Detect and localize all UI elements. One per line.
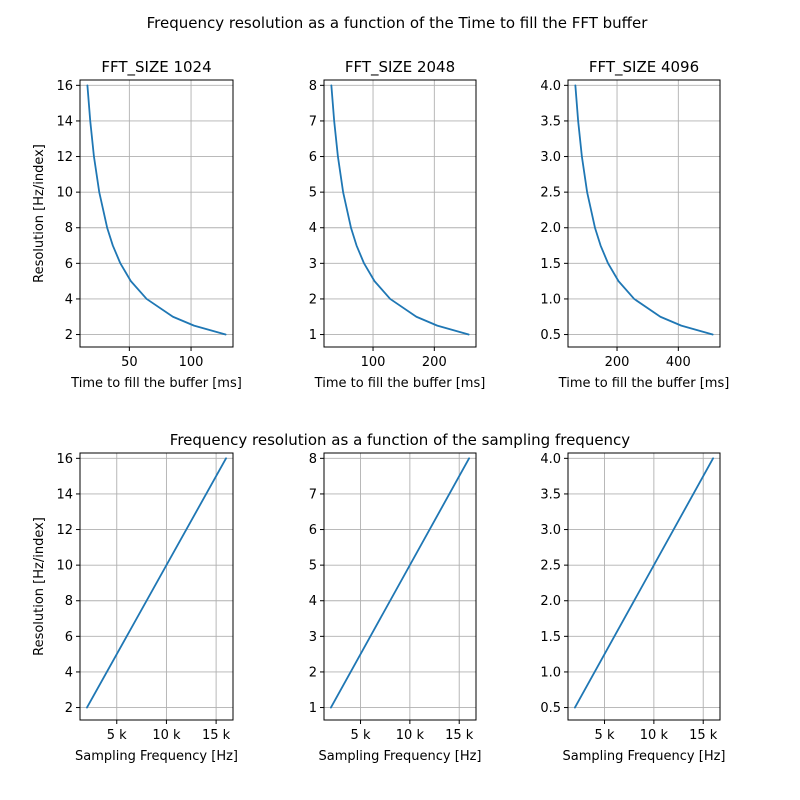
y-tick-label: 2	[309, 665, 317, 680]
y-tick-label: 2	[309, 292, 317, 307]
y-tick-label: 2.5	[540, 559, 561, 574]
bottom-suptitle: Frequency resolution as a function of th…	[170, 431, 631, 449]
y-tick-label: 8	[309, 452, 317, 467]
y-tick-label: 10	[56, 559, 73, 574]
subplot-title: FFT_SIZE 1024	[101, 58, 211, 77]
plot-frame	[567, 452, 721, 721]
y-tick-label: 4.0	[540, 79, 561, 94]
y-tick-label: 16	[56, 452, 73, 467]
y-axis-label: Resolution [Hz/index]	[32, 517, 47, 656]
plot-frame	[323, 452, 477, 721]
series-line	[330, 84, 470, 336]
y-tick-label: 6	[65, 257, 73, 272]
x-axis-label: Time to fill the buffer [ms]	[314, 376, 486, 391]
y-tick-label: 7	[309, 114, 317, 129]
x-axis-label: Time to fill the buffer [ms]	[558, 376, 730, 391]
series-line	[86, 84, 227, 336]
x-axis-label: Time to fill the buffer [ms]	[70, 376, 242, 391]
y-tick-label: 2	[65, 701, 73, 716]
y-tick-label: 3.5	[540, 114, 561, 129]
y-tick-label: 6	[309, 150, 317, 165]
y-tick-label: 16	[56, 79, 73, 94]
x-tick-label: 5 k	[595, 728, 615, 743]
subplot-3: 200 400 0.5 1.0 1.5 2.0 2.5 3.0 3.5 4.0 FFT_SIZE 4…	[540, 58, 729, 391]
y-tick-label: 2	[65, 328, 73, 343]
subplot-5: 5 k 10 k 15 k 1 2 3 4 5 6 7 8 Sampling Frequency [H…	[309, 452, 482, 764]
x-tick-label: 5 k	[107, 728, 127, 743]
top-suptitle: Frequency resolution as a function of th…	[147, 14, 649, 32]
y-tick-label: 1.5	[540, 257, 561, 272]
x-tick-label: 100	[179, 355, 204, 370]
x-tick-label: 200	[605, 355, 630, 370]
y-tick-label: 4	[65, 292, 73, 307]
y-tick-label: 1.5	[540, 630, 561, 645]
plot-frame	[323, 79, 477, 348]
y-tick-label: 12	[56, 523, 73, 538]
y-tick-label: 4	[309, 221, 317, 236]
y-tick-label: 10	[56, 186, 73, 201]
subplot-1: 50 100 2 4 6 8 10 12 14 16 FFT_SIZE 1024 Time to fi…	[32, 58, 242, 391]
y-tick-label: 0.5	[540, 701, 561, 716]
x-tick-label: 400	[666, 355, 691, 370]
x-tick-label: 5 k	[351, 728, 371, 743]
y-tick-label: 8	[65, 221, 73, 236]
series-line	[86, 457, 227, 709]
y-tick-label: 2.0	[540, 594, 561, 609]
x-axis-label: Sampling Frequency [Hz]	[75, 749, 238, 764]
y-tick-label: 8	[309, 79, 317, 94]
plot-frame	[567, 79, 721, 348]
y-tick-label: 3.0	[540, 523, 561, 538]
x-axis-label: Sampling Frequency [Hz]	[318, 749, 481, 764]
plot-frame	[79, 79, 234, 348]
y-tick-label: 2.0	[540, 221, 561, 236]
x-axis-label: Sampling Frequency [Hz]	[562, 749, 725, 764]
x-tick-label: 50	[121, 355, 138, 370]
y-tick-label: 2.5	[540, 186, 561, 201]
y-tick-label: 6	[65, 630, 73, 645]
subplot-6: 5 k 10 k 15 k 0.5 1.0 1.5 2.0 2.5 3.0 3.5 4.0 Sampl…	[540, 452, 725, 764]
series-line	[330, 457, 470, 709]
y-tick-label: 3.0	[540, 150, 561, 165]
subplot-title: FFT_SIZE 2048	[345, 58, 455, 77]
y-tick-label: 3.5	[540, 487, 561, 502]
y-tick-label: 14	[56, 487, 73, 502]
subplot-2: 100 200 1 2 3 4 5 6 7 8 FFT_SIZE 2048 Time to fill …	[309, 58, 486, 391]
subplot-title: FFT_SIZE 4096	[589, 58, 699, 77]
x-tick-label: 100	[361, 355, 386, 370]
y-tick-label: 4.0	[540, 452, 561, 467]
x-tick-label: 10 k	[640, 728, 669, 743]
y-tick-label: 4	[65, 665, 73, 680]
y-tick-label: 6	[309, 523, 317, 538]
x-tick-label: 15 k	[202, 728, 231, 743]
y-tick-label: 0.5	[540, 328, 561, 343]
x-tick-label: 15 k	[689, 728, 718, 743]
y-tick-label: 12	[56, 150, 73, 165]
y-tick-label: 1	[309, 701, 317, 716]
y-tick-label: 7	[309, 487, 317, 502]
y-tick-label: 1.0	[540, 665, 561, 680]
y-tick-label: 3	[309, 257, 317, 272]
x-tick-label: 15 k	[445, 728, 474, 743]
plot-frame	[79, 452, 234, 721]
y-tick-label: 3	[309, 630, 317, 645]
y-tick-label: 5	[309, 186, 317, 201]
y-tick-label: 8	[65, 594, 73, 609]
y-tick-label: 1	[309, 328, 317, 343]
x-tick-label: 10 k	[396, 728, 425, 743]
subplot-4: 5 k 10 k 15 k 2 4 6 8 10 12 14 16 Sampling Frequenc…	[32, 452, 238, 764]
series-line	[574, 457, 714, 709]
y-tick-label: 4	[309, 594, 317, 609]
x-tick-label: 10 k	[152, 728, 181, 743]
y-tick-label: 5	[309, 559, 317, 574]
y-tick-label: 14	[56, 114, 73, 129]
series-line	[574, 84, 714, 336]
y-tick-label: 1.0	[540, 292, 561, 307]
x-tick-label: 200	[422, 355, 447, 370]
y-axis-label: Resolution [Hz/index]	[32, 144, 47, 283]
